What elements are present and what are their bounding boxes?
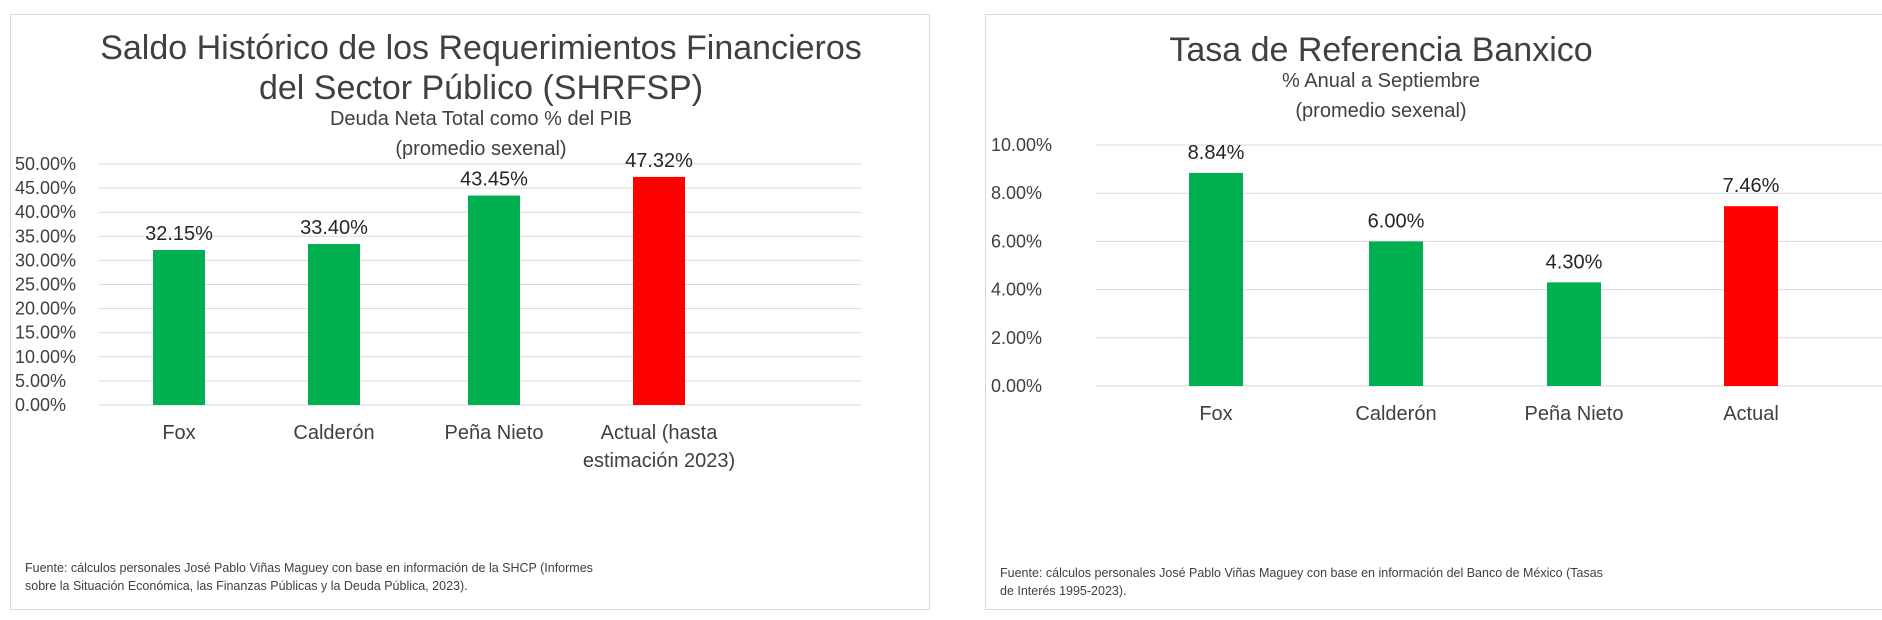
category-label: Calderón [293,422,374,444]
chart-subtitle: Deuda Neta Total como % del PIB [330,108,632,130]
source-note-deuda: Fuente: cálculos personales José Pablo V… [25,559,593,595]
bar [468,195,520,405]
chart-title: del Sector Público (SHRFSP) [259,69,703,107]
y-tick-label: 25.00% [15,275,76,295]
source-line: sobre la Situación Económica, las Finanz… [25,579,468,593]
y-tick-label: 15.00% [15,323,76,343]
y-tick-label: 5.00% [15,371,66,391]
y-tick-label: 20.00% [15,299,76,319]
y-tick-label: 0.00% [991,376,1042,396]
chart-svg-deuda: Saldo Histórico de los Requerimientos Fi… [15,29,862,472]
chart-title: Tasa de Referencia Banxico [1169,31,1592,69]
source-note-banxico: Fuente: cálculos personales José Pablo V… [1000,564,1603,600]
chart-panel-banxico: Tasa de Referencia Banxico% Anual a Sept… [985,14,1882,610]
chart-subtitle: (promedio sexenal) [395,138,566,160]
y-tick-label: 0.00% [15,395,66,415]
chart-subtitle: % Anual a Septiembre [1282,70,1480,92]
category-label: Calderón [1355,403,1436,425]
bar [1369,241,1423,386]
y-tick-label: 45.00% [15,178,76,198]
category-label: Peña Nieto [445,422,544,444]
bar [153,250,205,405]
y-tick-label: 50.00% [15,154,76,174]
data-label: 4.30% [1546,251,1603,273]
category-label: Peña Nieto [1525,403,1624,425]
chart-panel-deuda: Saldo Histórico de los Requerimientos Fi… [10,14,930,610]
y-tick-label: 8.00% [991,183,1042,203]
y-tick-label: 40.00% [15,202,76,222]
chart-title: Saldo Histórico de los Requerimientos Fi… [100,29,862,67]
y-tick-label: 6.00% [991,231,1042,251]
category-label: Actual [1723,403,1779,425]
y-tick-label: 10.00% [15,347,76,367]
y-tick-label: 30.00% [15,250,76,270]
source-line: Fuente: cálculos personales José Pablo V… [1000,566,1603,580]
bar [1547,282,1601,386]
y-tick-label: 2.00% [991,328,1042,348]
data-label: 6.00% [1368,210,1425,232]
source-line: de Interés 1995-2023). [1000,584,1127,598]
source-line: Fuente: cálculos personales José Pablo V… [25,561,593,575]
y-tick-label: 10.00% [991,135,1052,155]
data-label: 32.15% [145,223,213,245]
data-label: 8.84% [1188,142,1245,164]
y-tick-label: 4.00% [991,280,1042,300]
data-label: 47.32% [625,150,693,172]
category-label: Fox [1199,403,1232,425]
data-label: 7.46% [1723,175,1780,197]
bar [308,244,360,405]
chart-svg-banxico: Tasa de Referencia Banxico% Anual a Sept… [991,31,1882,425]
bar [1189,172,1243,386]
chart-subtitle: (promedio sexenal) [1295,100,1466,122]
bar [633,176,685,405]
data-label: 43.45% [460,169,528,191]
y-tick-label: 35.00% [15,226,76,246]
category-label: estimación 2023) [583,450,735,472]
category-label: Actual (hasta [601,422,719,444]
bar [1724,206,1778,386]
category-label: Fox [162,422,195,444]
data-label: 33.40% [300,217,368,239]
